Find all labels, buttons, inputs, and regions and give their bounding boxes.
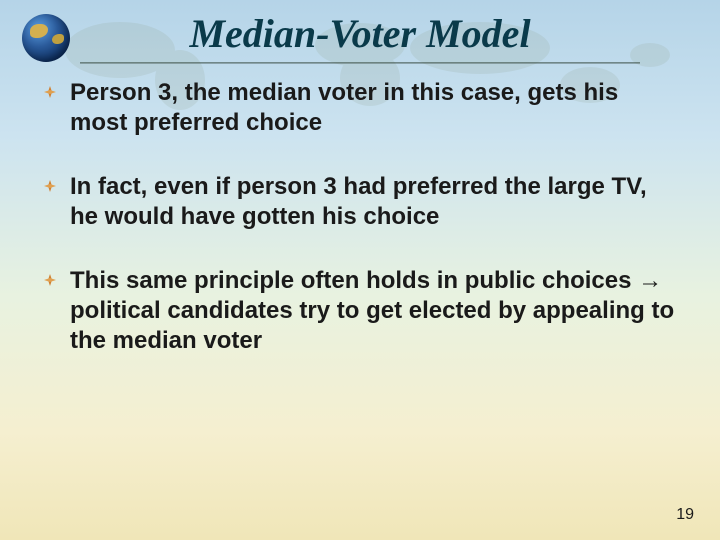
bullet-item: In fact, even if person 3 had preferred … bbox=[40, 172, 680, 232]
bullet-item: This same principle often holds in publi… bbox=[40, 266, 680, 356]
bullet-icon bbox=[42, 84, 58, 100]
bullet-icon bbox=[42, 272, 58, 288]
page-number: 19 bbox=[676, 506, 694, 524]
bullet-text: This same principle often holds in publi… bbox=[70, 267, 674, 354]
bullet-text: In fact, even if person 3 had preferred … bbox=[70, 173, 647, 230]
slide: Median-Voter Model Person 3, the median … bbox=[0, 0, 720, 540]
title-underline bbox=[80, 62, 640, 64]
bullet-icon bbox=[42, 178, 58, 194]
bullet-text: Person 3, the median voter in this case,… bbox=[70, 79, 618, 136]
content-area: Person 3, the median voter in this case,… bbox=[40, 78, 680, 390]
bullet-item: Person 3, the median voter in this case,… bbox=[40, 78, 680, 138]
slide-title: Median-Voter Model bbox=[0, 10, 720, 57]
